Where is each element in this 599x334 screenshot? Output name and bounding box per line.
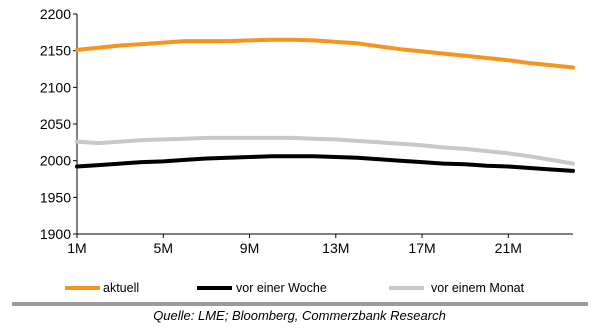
y-tick-label: 2200 [40,6,71,22]
legend: aktuell vor einer Woche vor einem Monat [12,281,588,306]
source-note: Quelle: LME; Bloomberg, Commerzbank Rese… [153,308,446,323]
y-tick-label: 2050 [40,116,71,132]
legend-label: vor einer Woche [236,281,327,295]
y-tick-label: 2100 [40,79,71,95]
series-line-1 [75,154,575,173]
y-tick-label: 2150 [40,43,71,59]
legend-label: vor einem Monat [431,281,525,295]
x-tick-label: 21M [495,240,522,256]
x-tick-label: 5M [154,240,173,256]
x-tick-label: 13M [322,240,349,256]
y-tick-label: 1950 [40,189,71,205]
series-line-2 [75,135,575,166]
y-tick-label: 1900 [40,226,71,242]
x-tick-label: 1M [67,240,86,256]
x-tick-label: 9M [240,240,259,256]
x-tick-label: 17M [408,240,435,256]
legend-label: aktuell [103,281,139,295]
y-tick-label: 2000 [40,153,71,169]
series-line-0 [75,37,575,70]
plot-area: 1900 1950 2000 2050 2100 2150 2200 1M 5M 9M 13M 17M… [40,6,575,256]
